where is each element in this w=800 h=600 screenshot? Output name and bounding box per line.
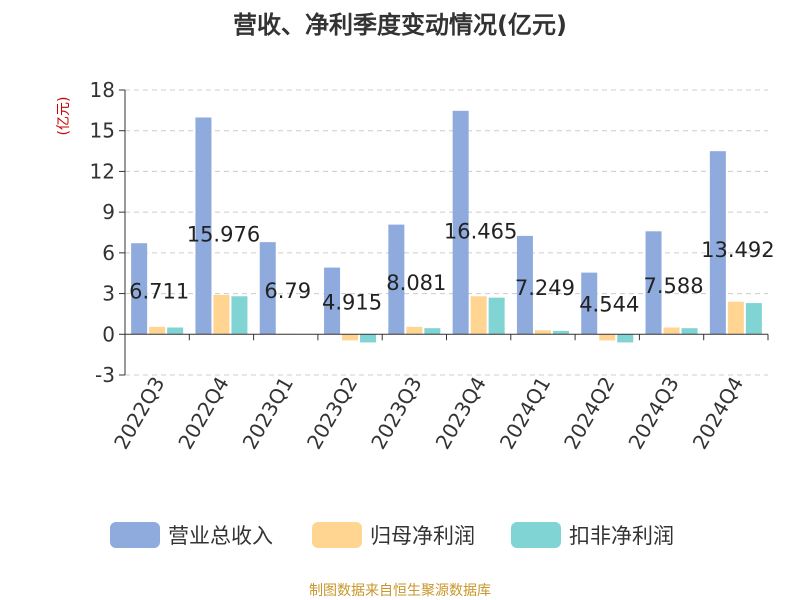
y-axis-label: (亿元) (56, 97, 72, 136)
bar-series-2-2023Q2 (360, 334, 377, 343)
bar-series-1-2024Q2 (599, 334, 616, 341)
legend: 营业总收入 归母净利润 扣非净利润 (110, 522, 674, 548)
bar-series-2-2023Q4 (488, 297, 505, 335)
x-tick-label: 2022Q3 (109, 373, 169, 454)
source-note: 制图数据来自恒生聚源数据库 (309, 583, 491, 599)
bar-series-0-2022Q3 (131, 243, 148, 335)
y-tick-label: 15 (90, 119, 115, 143)
y-tick-label: 9 (102, 200, 115, 224)
bar-series-2-2024Q4 (745, 303, 762, 335)
bar-series-2-2024Q1 (552, 330, 569, 335)
bar-series-1-2023Q3 (406, 326, 423, 335)
bar-series-2-2022Q3 (167, 327, 184, 335)
y-tick-label: 6 (102, 241, 115, 265)
bar-series-0-2024Q4 (709, 151, 726, 335)
data-label: 7.249 (515, 276, 575, 300)
data-label: 16.465 (444, 220, 517, 244)
legend-label[interactable]: 营业总收入 (168, 524, 273, 548)
bar-series-1-2023Q4 (470, 296, 487, 335)
x-tick-label: 2024Q2 (559, 373, 619, 454)
bar-series-2-2024Q2 (617, 334, 634, 343)
bar-series-2-2023Q3 (424, 328, 441, 335)
bar-series-0-2024Q3 (645, 231, 662, 335)
data-label: 6.711 (129, 279, 189, 303)
bar-series-2-2024Q3 (681, 328, 698, 335)
x-tick-label: 2023Q2 (302, 373, 362, 454)
data-label: 15.976 (187, 223, 260, 247)
bar-series-1-2023Q2 (342, 334, 359, 341)
x-tick-label: 2024Q3 (623, 373, 683, 454)
y-tick-label: 3 (102, 282, 115, 306)
data-label: 4.544 (579, 293, 639, 317)
legend-label[interactable]: 归母净利润 (370, 524, 475, 548)
bar-series-2-2022Q4 (231, 296, 248, 335)
bar-series-0-2023Q2 (324, 267, 341, 335)
data-label: 6.79 (264, 279, 311, 303)
data-label: 13.492 (701, 238, 774, 262)
x-tick-label: 2023Q1 (238, 373, 298, 454)
bar-series-0-2023Q3 (388, 224, 405, 335)
legend-swatch[interactable] (312, 522, 362, 548)
bar-series-0-2023Q1 (259, 242, 276, 335)
legend-label[interactable]: 扣非净利润 (569, 524, 674, 548)
bar-series-1-2022Q3 (149, 326, 166, 335)
bar-series-0-2024Q1 (516, 235, 533, 335)
y-tick-label: -3 (95, 363, 115, 387)
bar-series-0-2023Q4 (452, 110, 469, 335)
x-tick-label: 2024Q4 (688, 373, 748, 454)
bar-series-1-2024Q4 (727, 301, 744, 335)
x-tick-label: 2023Q4 (431, 373, 491, 454)
bar-series-1-2024Q3 (663, 327, 680, 335)
data-label: 7.588 (643, 274, 703, 298)
bar-series-0-2022Q4 (195, 117, 212, 335)
bar-series-1-2022Q4 (213, 294, 230, 335)
legend-swatch[interactable] (110, 522, 160, 548)
bar-series-1-2024Q1 (534, 330, 551, 335)
y-tick-label: 12 (90, 159, 115, 183)
bars-layer (131, 110, 762, 343)
x-tick-label: 2024Q1 (495, 373, 555, 454)
legend-swatch[interactable] (511, 522, 561, 548)
x-tick-label: 2022Q4 (173, 373, 233, 454)
y-tick-label: 18 (90, 78, 115, 102)
y-tick-label: 0 (102, 322, 115, 346)
bar-series-0-2024Q2 (581, 272, 598, 335)
chart-title: 营收、净利季度变动情况(亿元) (233, 11, 567, 39)
data-label: 8.081 (386, 271, 446, 295)
data-label: 4.915 (322, 290, 382, 314)
x-tick-label: 2023Q3 (366, 373, 426, 454)
